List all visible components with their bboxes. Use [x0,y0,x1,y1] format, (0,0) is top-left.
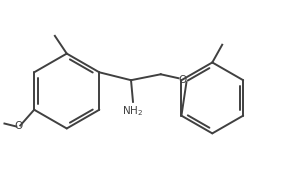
Text: O: O [14,121,22,132]
Text: NH$_2$: NH$_2$ [122,104,144,118]
Text: O: O [178,75,187,85]
